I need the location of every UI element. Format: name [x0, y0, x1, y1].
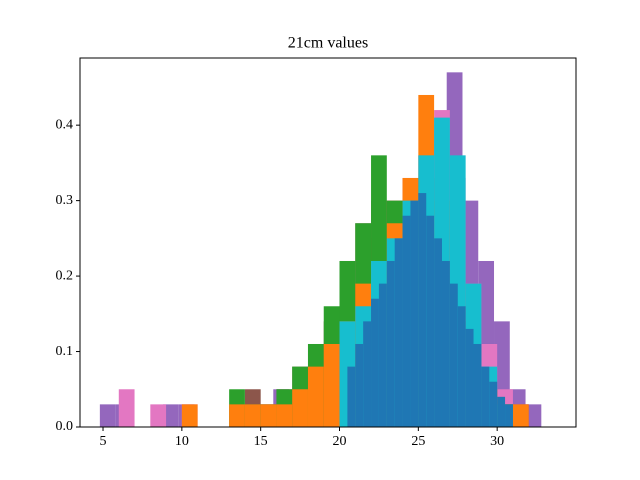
chart-title: 21cm values — [288, 35, 368, 52]
bar — [434, 238, 442, 427]
bar — [465, 328, 474, 427]
bar — [418, 193, 427, 427]
bar — [481, 366, 490, 427]
y-tick-label: 0.0 — [56, 419, 74, 434]
bar — [402, 215, 411, 427]
bar — [363, 321, 372, 427]
y-tick-label: 0.4 — [56, 117, 74, 132]
bar — [276, 404, 293, 427]
bar — [489, 381, 498, 427]
bar — [355, 343, 364, 427]
bar — [525, 404, 542, 427]
x-tick-label: 10 — [175, 434, 189, 449]
bar — [505, 404, 513, 427]
bar — [292, 389, 308, 427]
y-tick-label: 0.1 — [56, 344, 74, 359]
y-tick-label: 0.2 — [56, 268, 74, 283]
bar — [150, 404, 167, 427]
x-tick-label: 5 — [100, 434, 107, 449]
bar — [426, 215, 435, 427]
x-tick-label: 30 — [490, 434, 504, 449]
bar — [99, 404, 116, 427]
bar — [229, 404, 245, 427]
bar — [473, 343, 482, 427]
bar — [410, 200, 419, 427]
bar — [307, 366, 324, 427]
bar — [457, 306, 466, 427]
x-tick-label: 25 — [411, 434, 425, 449]
bar — [347, 366, 356, 427]
bar — [497, 396, 506, 427]
bar — [118, 389, 135, 427]
bar — [181, 404, 198, 427]
x-tick-label: 20 — [333, 434, 347, 449]
bar — [323, 343, 340, 427]
bar — [378, 283, 387, 427]
bar — [449, 283, 458, 427]
bar — [386, 260, 395, 427]
plot-frame — [79, 57, 577, 428]
bar — [394, 238, 403, 427]
bar — [244, 404, 261, 427]
x-tick-label: 15 — [254, 434, 268, 449]
bar — [162, 404, 179, 427]
bar — [260, 404, 277, 427]
bar — [441, 260, 450, 427]
bar — [512, 404, 529, 427]
y-tick-label: 0.3 — [56, 193, 74, 208]
bar — [371, 298, 379, 427]
